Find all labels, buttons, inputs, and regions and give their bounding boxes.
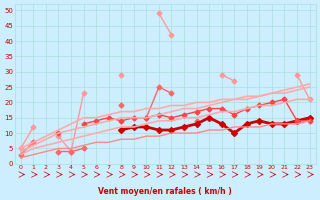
X-axis label: Vent moyen/en rafales ( km/h ): Vent moyen/en rafales ( km/h ) xyxy=(98,187,232,196)
